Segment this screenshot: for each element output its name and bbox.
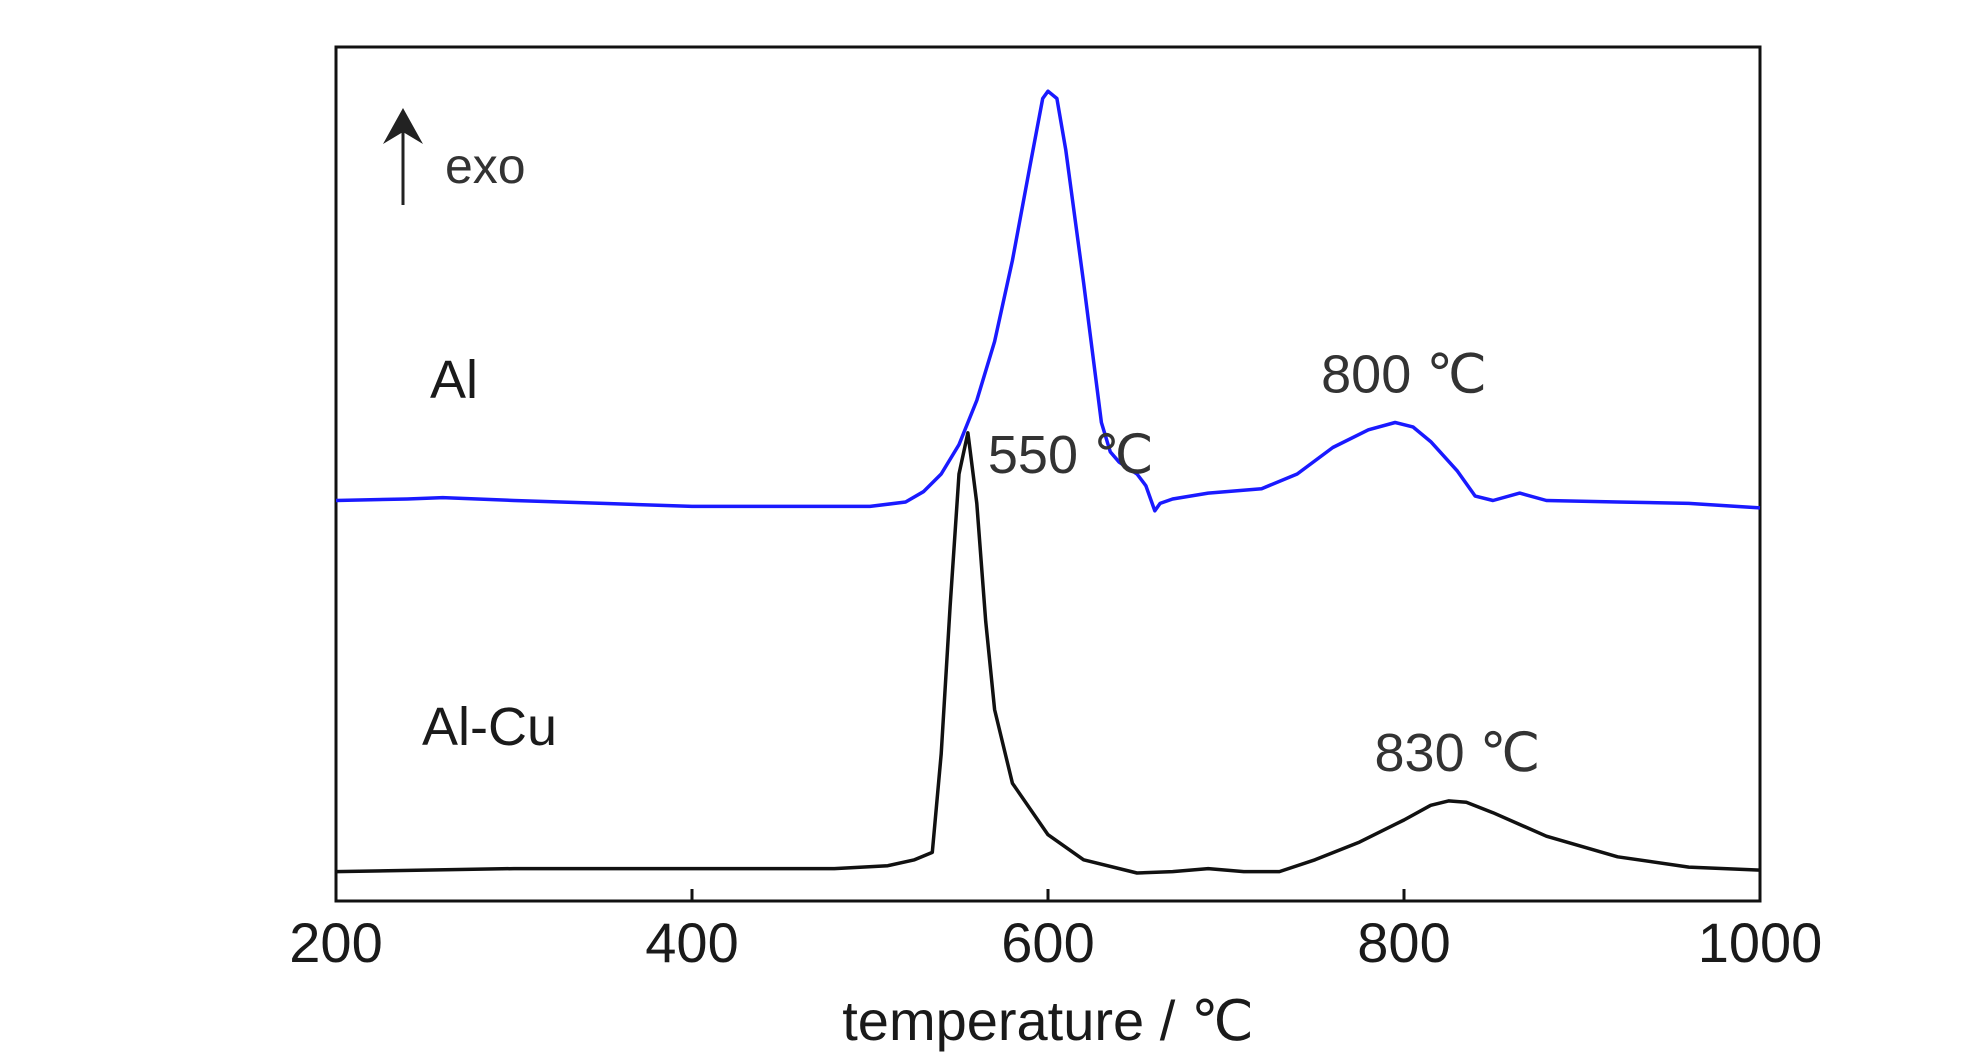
series-group bbox=[335, 89, 1761, 875]
x-tick-label: 1000 bbox=[1698, 911, 1823, 974]
x-axis: 200 400 600 800 1000 bbox=[289, 889, 1822, 974]
exo-arrow-icon bbox=[383, 108, 423, 144]
series-line-al bbox=[335, 89, 1761, 513]
series-label-al-cu: Al-Cu bbox=[422, 697, 557, 757]
series-labels: Al Al-Cu bbox=[422, 350, 557, 757]
peak-annotations: 550 ℃ 800 ℃ 830 ℃ bbox=[988, 344, 1540, 782]
x-tick-label: 600 bbox=[1001, 911, 1094, 974]
peak-annotation: 800 ℃ bbox=[1321, 344, 1487, 404]
x-axis-title: temperature / ℃ bbox=[842, 989, 1254, 1052]
peak-annotation: 830 ℃ bbox=[1375, 723, 1541, 783]
x-tick-label: 200 bbox=[289, 911, 382, 974]
exo-label: exo bbox=[445, 138, 526, 194]
exo-indicator: exo bbox=[383, 108, 526, 205]
peak-annotation: 550 ℃ bbox=[988, 425, 1154, 485]
series-label-al: Al bbox=[430, 350, 478, 410]
series-line-al-cu bbox=[335, 431, 1761, 875]
x-tick-label: 400 bbox=[645, 911, 738, 974]
x-tick-label: 800 bbox=[1357, 911, 1450, 974]
